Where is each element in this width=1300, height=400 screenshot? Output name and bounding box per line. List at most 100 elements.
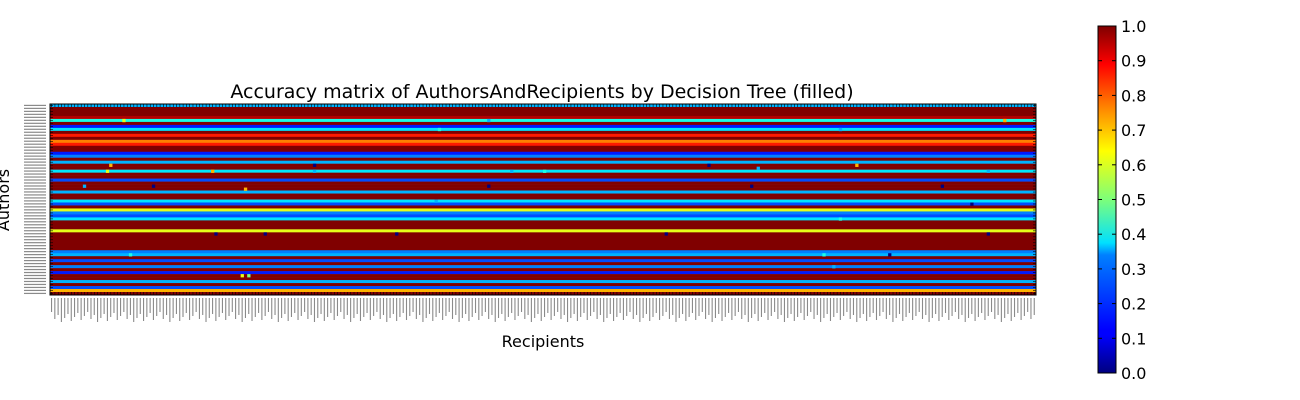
- heatmap-row: [50, 253, 1036, 257]
- col-tick-label: [149, 298, 151, 313]
- col-tick-label: [287, 298, 289, 321]
- col-tick-label: [297, 298, 299, 320]
- col-tick-label: [484, 298, 486, 312]
- heatmap-cell: [437, 127, 442, 132]
- col-tick-label: [244, 298, 246, 318]
- row-tick-label: [24, 254, 46, 256]
- heatmap-row: [50, 166, 1036, 170]
- col-tick-label: [645, 298, 647, 314]
- col-tick-label: [879, 298, 881, 316]
- col-tick-label: [1030, 298, 1032, 319]
- heatmap-cell: [214, 232, 218, 236]
- heatmap-row: [50, 154, 1036, 159]
- chart-title: Accuracy matrix of AuthorsAndRecipients …: [230, 81, 853, 103]
- col-tick-label: [336, 298, 339, 316]
- col-tick-label: [208, 298, 210, 318]
- heatmap-row: [50, 259, 1036, 263]
- heatmap-cell: [151, 184, 156, 188]
- col-tick-label: [511, 298, 513, 313]
- col-tick-label: [238, 298, 240, 315]
- heatmap-row: [50, 241, 1036, 245]
- col-tick-label: [60, 298, 62, 322]
- heatmap-row: [50, 106, 1036, 111]
- heatmap-row: [50, 130, 1036, 135]
- col-tick-label: [139, 298, 141, 314]
- col-tick-label: [698, 298, 700, 316]
- row-tick-label: [24, 110, 46, 112]
- colorbar-tick-label: 0.2: [1121, 295, 1146, 314]
- row-tick-label: [24, 257, 46, 259]
- col-tick-label: [898, 298, 901, 314]
- row-tick-label: [24, 245, 46, 247]
- col-tick-label: [668, 298, 670, 319]
- heatmap-row: [50, 187, 1036, 191]
- col-tick-label: [925, 298, 927, 315]
- heatmap-row: [50, 235, 1036, 239]
- col-tick-label: [695, 298, 697, 320]
- heatmap-cell: [211, 169, 215, 173]
- col-tick-label: [77, 298, 79, 313]
- row-tick-label: [24, 188, 46, 190]
- col-tick-label: [951, 298, 953, 316]
- col-tick-label: [504, 298, 506, 321]
- col-tick-label: [846, 298, 848, 312]
- heatmap-row: [50, 223, 1036, 227]
- col-tick-label: [97, 298, 99, 322]
- col-tick-label: [425, 298, 427, 318]
- heatmap-cell: [986, 232, 990, 236]
- col-tick-label: [783, 298, 786, 322]
- col-tick-label: [990, 298, 993, 312]
- col-tick-label: [711, 298, 713, 322]
- row-tick-label: [24, 277, 46, 280]
- row-tick-label: [24, 221, 46, 223]
- row-tick-label: [24, 248, 46, 250]
- col-tick-label: [642, 298, 644, 318]
- col-tick-label: [304, 298, 306, 312]
- col-tick-label: [412, 298, 414, 312]
- heatmap-cell: [312, 169, 317, 173]
- col-tick-label: [649, 298, 651, 321]
- heatmap-cell: [247, 274, 251, 278]
- col-tick-label: [156, 298, 158, 316]
- row-tick-label: [24, 227, 46, 229]
- heatmap-row: [50, 205, 1036, 209]
- col-tick-label: [87, 298, 89, 312]
- col-tick-label: [123, 298, 125, 312]
- col-tick-label: [162, 298, 164, 319]
- row-tick-label: [24, 224, 46, 226]
- col-tick-label: [182, 298, 184, 317]
- col-tick-label: [866, 298, 868, 321]
- row-tick-label: [24, 242, 46, 244]
- heatmap-cell: [822, 253, 826, 257]
- row-tick-label: [24, 230, 46, 232]
- col-tick-label: [428, 298, 431, 314]
- heatmap-row: [50, 160, 1036, 164]
- col-tick-label: [64, 298, 66, 318]
- row-tick-label: [24, 262, 46, 265]
- colorbar-tick-label: 0.9: [1121, 52, 1146, 71]
- colorbar-tick-label: 0.3: [1121, 260, 1146, 279]
- heatmap-row: [50, 112, 1036, 117]
- col-tick-label: [580, 298, 582, 317]
- col-tick-label: [202, 298, 204, 315]
- row-tick-label: [24, 116, 46, 118]
- heatmap-row: [50, 104, 1036, 108]
- col-tick-label: [705, 298, 707, 319]
- col-tick-label: [622, 298, 624, 320]
- heatmap-cell: [434, 199, 438, 203]
- heatmap-outliers: [82, 118, 1007, 278]
- row-tick-label: [24, 271, 46, 274]
- col-tick-label: [461, 298, 463, 318]
- col-tick-label: [327, 298, 329, 317]
- col-tick-label: [931, 298, 933, 318]
- col-tick-label: [576, 298, 578, 321]
- col-tick-label: [751, 298, 753, 318]
- col-tick-label: [820, 298, 822, 322]
- col-tick-label: [356, 298, 358, 314]
- col-tick-label: [912, 298, 914, 320]
- row-tick-label: [24, 206, 46, 208]
- heatmap-row: [50, 139, 1036, 144]
- heatmap-cell: [707, 163, 711, 167]
- heatmap-cell: [986, 169, 990, 173]
- col-tick-label: [626, 298, 628, 316]
